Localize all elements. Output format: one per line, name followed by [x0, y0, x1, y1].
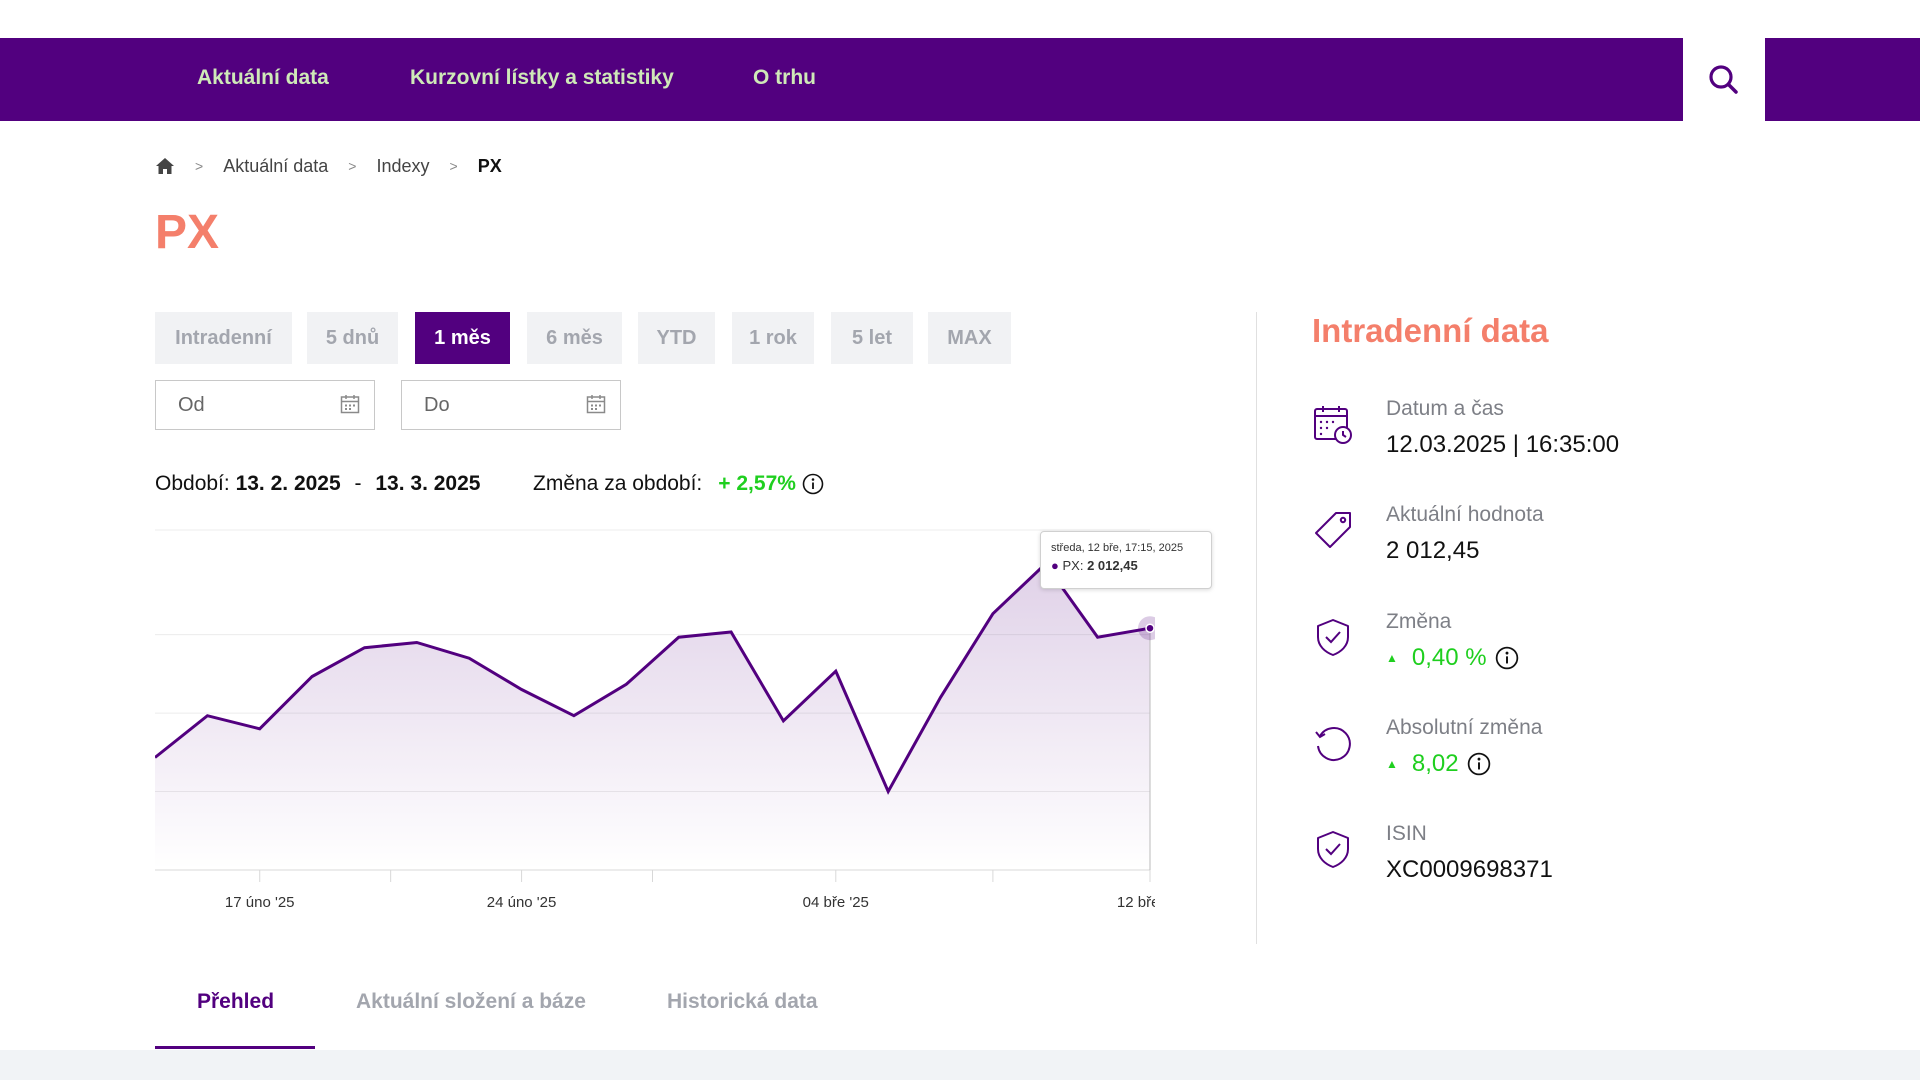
chart-tooltip: středa, 12 bře, 17:15, 2025 ● PX: 2 012,…	[1040, 531, 1212, 589]
calendar-icon[interactable]	[586, 394, 606, 414]
period-change-value: + 2,57%	[718, 472, 796, 495]
date-from-input[interactable]: Od	[155, 380, 375, 430]
hover-point	[1145, 623, 1155, 633]
stat-absolute-change-row: ▲ 8,02	[1386, 750, 1491, 778]
date-to-placeholder: Do	[424, 394, 450, 416]
stat-datetime-value: 12.03.2025 | 16:35:00	[1386, 431, 1620, 458]
stat-change-row: ▲ 0,40 %	[1386, 644, 1519, 672]
tooltip-series-dot: ●	[1051, 558, 1059, 573]
arrow-up-icon: ▲	[1386, 757, 1398, 771]
series-area-px	[155, 564, 1150, 870]
period-change: Změna za období: + 2,57%	[533, 472, 824, 496]
period-from: 13. 2. 2025	[235, 472, 341, 495]
period-to: 13. 3. 2025	[375, 472, 481, 495]
search-icon	[1709, 64, 1738, 94]
nav-item-aktualni-data[interactable]: Aktuální data	[197, 66, 329, 89]
vertical-divider	[1256, 312, 1257, 944]
stat-current-value-value: 2 012,45	[1386, 537, 1480, 564]
arrow-up-icon: ▲	[1386, 651, 1398, 665]
tab-aktualni-slozeni[interactable]: Aktuální složení a báze	[356, 990, 586, 1013]
chevron-right-icon: >	[195, 158, 204, 174]
tooltip-value: 2 012,45	[1087, 558, 1138, 573]
chevron-right-icon: >	[449, 158, 458, 174]
search-button[interactable]	[1683, 38, 1765, 121]
period-change-label: Změna za období:	[533, 472, 703, 495]
period-label: Období:	[155, 472, 230, 495]
stat-isin-label: ISIN	[1386, 822, 1427, 845]
side-panel-title: Intradenní data	[1312, 312, 1549, 349]
stat-isin-value: XC0009698371	[1386, 856, 1553, 883]
breadcrumb-item-indexy[interactable]: Indexy	[376, 155, 430, 176]
x-tick-label: 12 bře '25	[1117, 894, 1155, 911]
period-button-5-let[interactable]: 5 let	[831, 312, 913, 364]
stat-absolute-change-value: 8,02	[1411, 750, 1459, 777]
period-button-ytd[interactable]: YTD	[638, 312, 715, 364]
price-tag-icon	[1315, 512, 1351, 548]
x-tick-label: 24 úno '25	[487, 894, 557, 911]
stat-change-value: 0,40 %	[1411, 644, 1487, 671]
nav-item-kurzovni-listky[interactable]: Kurzovní lístky a statistiky	[410, 66, 674, 89]
stat-change: Změna ▲ 0,40 %	[1312, 610, 1872, 690]
stat-datetime-label: Datum a čas	[1386, 397, 1504, 420]
refresh-icon	[1315, 726, 1351, 761]
period-button-1-mes[interactable]: 1 měs	[415, 312, 510, 364]
stat-absolute-change-label: Absolutní změna	[1386, 716, 1543, 739]
series-line-px	[155, 561, 1151, 795]
top-navigation: Aktuální data Kurzovní lístky a statisti…	[0, 38, 1920, 121]
info-icon[interactable]	[1495, 646, 1519, 670]
stat-datetime: Datum a čas 12.03.2025 | 16:35:00	[1312, 397, 1872, 477]
shield-check-icon	[1317, 619, 1349, 656]
active-tab-indicator	[155, 1046, 315, 1049]
tab-prehled[interactable]: Přehled	[197, 990, 275, 1013]
breadcrumb: > Aktuální data > Indexy > PX	[155, 151, 502, 181]
period-button-5-dnu[interactable]: 5 dnů	[307, 312, 398, 364]
stat-absolute-change: Absolutní změna ▲ 8,02	[1312, 716, 1872, 796]
date-from-placeholder: Od	[178, 394, 205, 416]
breadcrumb-item-aktualni-data[interactable]: Aktuální data	[223, 155, 329, 176]
shield-check-icon	[1317, 831, 1349, 868]
stat-change-label: Změna	[1386, 610, 1452, 633]
stat-isin: ISIN XC0009698371	[1312, 822, 1872, 902]
period-button-6-mes[interactable]: 6 měs	[527, 312, 622, 364]
calendar-clock-icon	[1314, 406, 1352, 444]
period-button-max[interactable]: MAX	[928, 312, 1011, 364]
breadcrumb-item-current: PX	[477, 155, 502, 176]
date-to-input[interactable]: Do	[401, 380, 621, 430]
stat-current-value-label: Aktuální hodnota	[1386, 503, 1544, 526]
chevron-right-icon: >	[348, 158, 357, 174]
info-icon[interactable]	[1467, 752, 1491, 776]
content-background	[0, 1050, 1920, 1080]
x-tick-label: 17 úno '25	[225, 894, 295, 911]
period-range: Období: 13. 2. 2025 - 13. 3. 2025	[155, 472, 480, 496]
info-icon[interactable]	[802, 473, 824, 495]
tooltip-date: středa, 12 bře, 17:15, 2025	[1051, 542, 1184, 554]
tooltip-series-name: PX:	[1062, 558, 1084, 573]
x-tick-label: 04 bře '25	[803, 894, 869, 911]
stat-current-value: Aktuální hodnota 2 012,45	[1312, 503, 1872, 583]
home-icon[interactable]	[155, 157, 175, 175]
nav-item-o-trhu[interactable]: O trhu	[753, 66, 816, 89]
period-button-1-rok[interactable]: 1 rok	[732, 312, 814, 364]
calendar-icon[interactable]	[340, 394, 360, 414]
period-button-intradenni[interactable]: Intradenní	[155, 312, 292, 364]
tab-historicka-data[interactable]: Historická data	[667, 990, 818, 1013]
period-dash: -	[354, 472, 362, 495]
page-title: PX	[155, 206, 220, 259]
